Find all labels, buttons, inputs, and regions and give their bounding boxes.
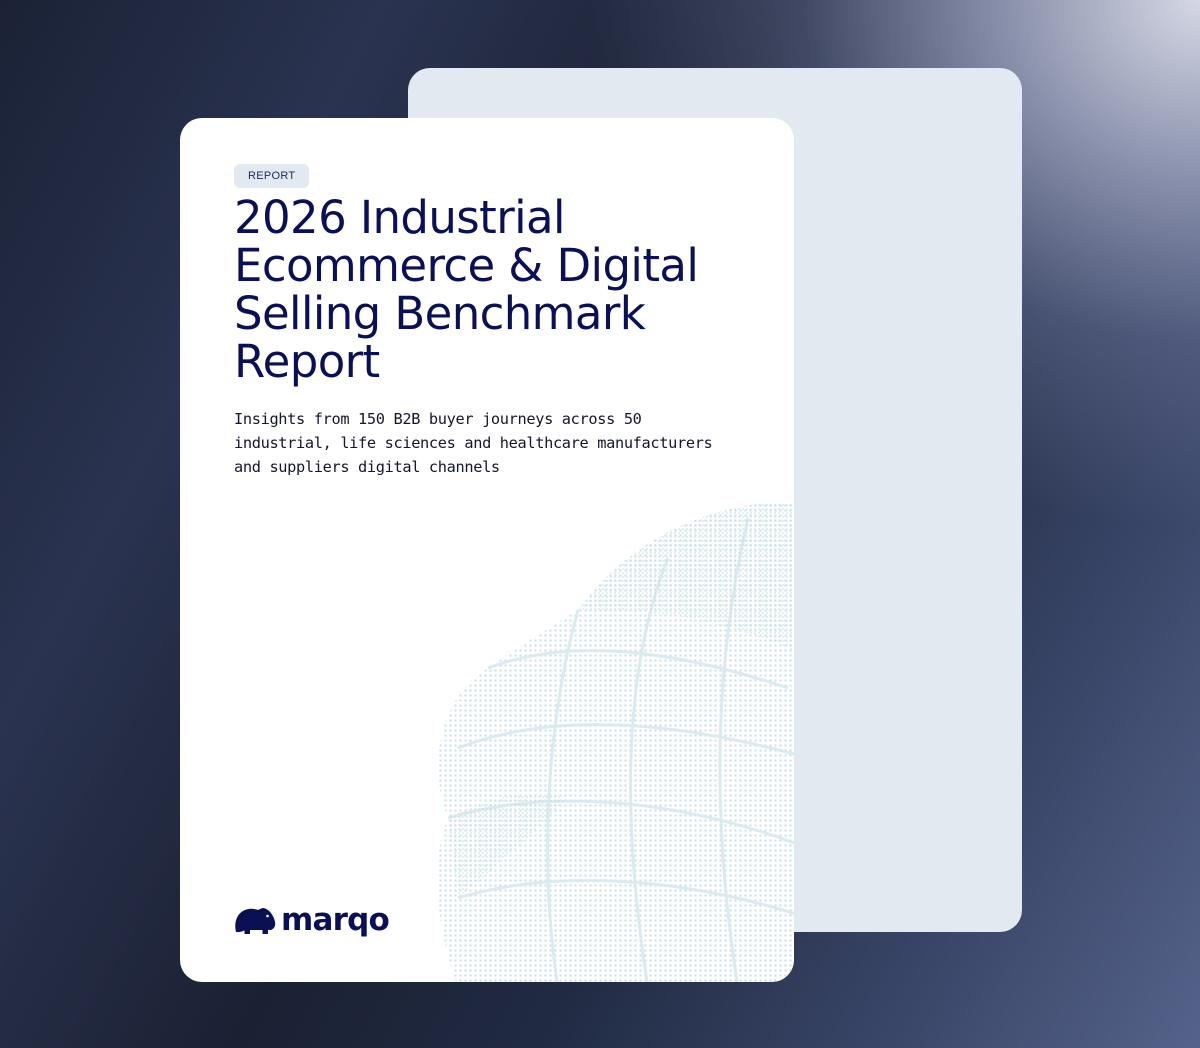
report-type-badge: REPORT — [234, 164, 310, 188]
brand-wordmark: marqo — [281, 902, 390, 938]
dotted-globe-graphic — [437, 501, 794, 982]
report-title: 2026 Industrial Ecommerce & Digital Sell… — [234, 191, 699, 388]
hippo-icon — [235, 908, 276, 934]
report-description: Insights from 150 B2B buyer journeys acr… — [234, 410, 713, 476]
report-cover-card[interactable]: REPORT 2026 Industrial Ecommerce & Digit… — [180, 118, 794, 982]
brand-logo[interactable]: marqo — [234, 901, 390, 941]
